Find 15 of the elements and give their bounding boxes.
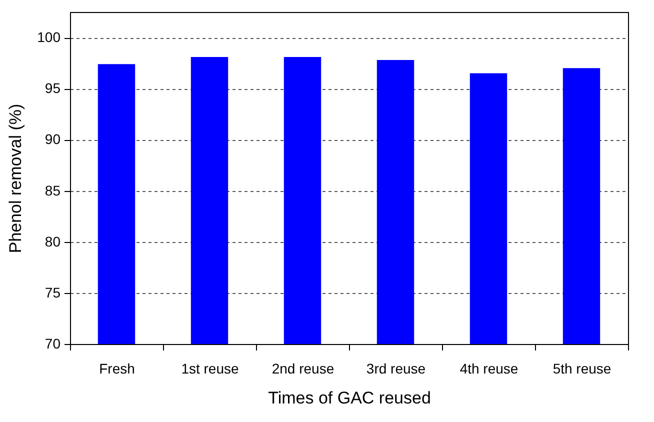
y-tick-label: 100 bbox=[37, 29, 61, 46]
x-tick-label: Fresh bbox=[99, 360, 135, 376]
y-tick-label: 90 bbox=[44, 131, 61, 148]
x-tick-label: 4th reuse bbox=[460, 360, 518, 376]
y-tick-label: 70 bbox=[44, 336, 61, 352]
y-tick-label: 75 bbox=[44, 284, 61, 300]
y-tick-label: 95 bbox=[44, 80, 61, 96]
y-axis-title: Phenol removal (%) bbox=[6, 104, 26, 254]
x-tick-label: 1st reuse bbox=[181, 360, 240, 376]
x-tick-label: 5th reuse bbox=[552, 360, 612, 376]
x-tick-label: 3rd reuse bbox=[366, 360, 426, 376]
y-tick-label: 80 bbox=[44, 233, 61, 250]
x-tick-label: 2nd reuse bbox=[272, 360, 334, 376]
y-tick-label: 85 bbox=[44, 182, 61, 198]
x-axis-title: Times of GAC reused bbox=[268, 388, 431, 408]
